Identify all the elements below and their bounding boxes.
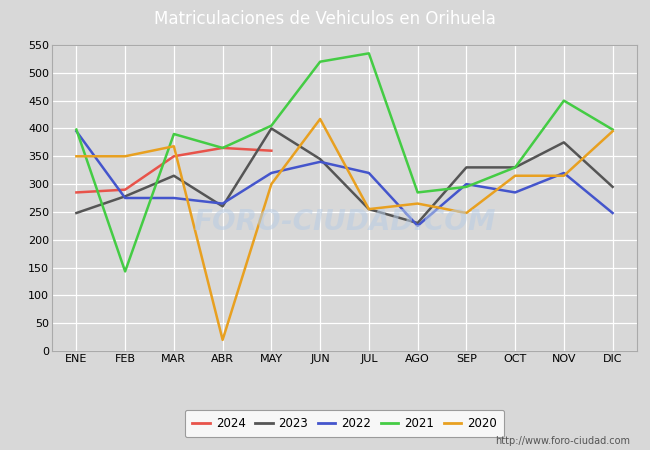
Text: http://www.foro-ciudad.com: http://www.foro-ciudad.com <box>495 436 630 446</box>
Text: FORO-CIUDAD.COM: FORO-CIUDAD.COM <box>193 208 496 237</box>
Text: Matriculaciones de Vehiculos en Orihuela: Matriculaciones de Vehiculos en Orihuela <box>154 10 496 28</box>
Legend: 2024, 2023, 2022, 2021, 2020: 2024, 2023, 2022, 2021, 2020 <box>185 410 504 437</box>
